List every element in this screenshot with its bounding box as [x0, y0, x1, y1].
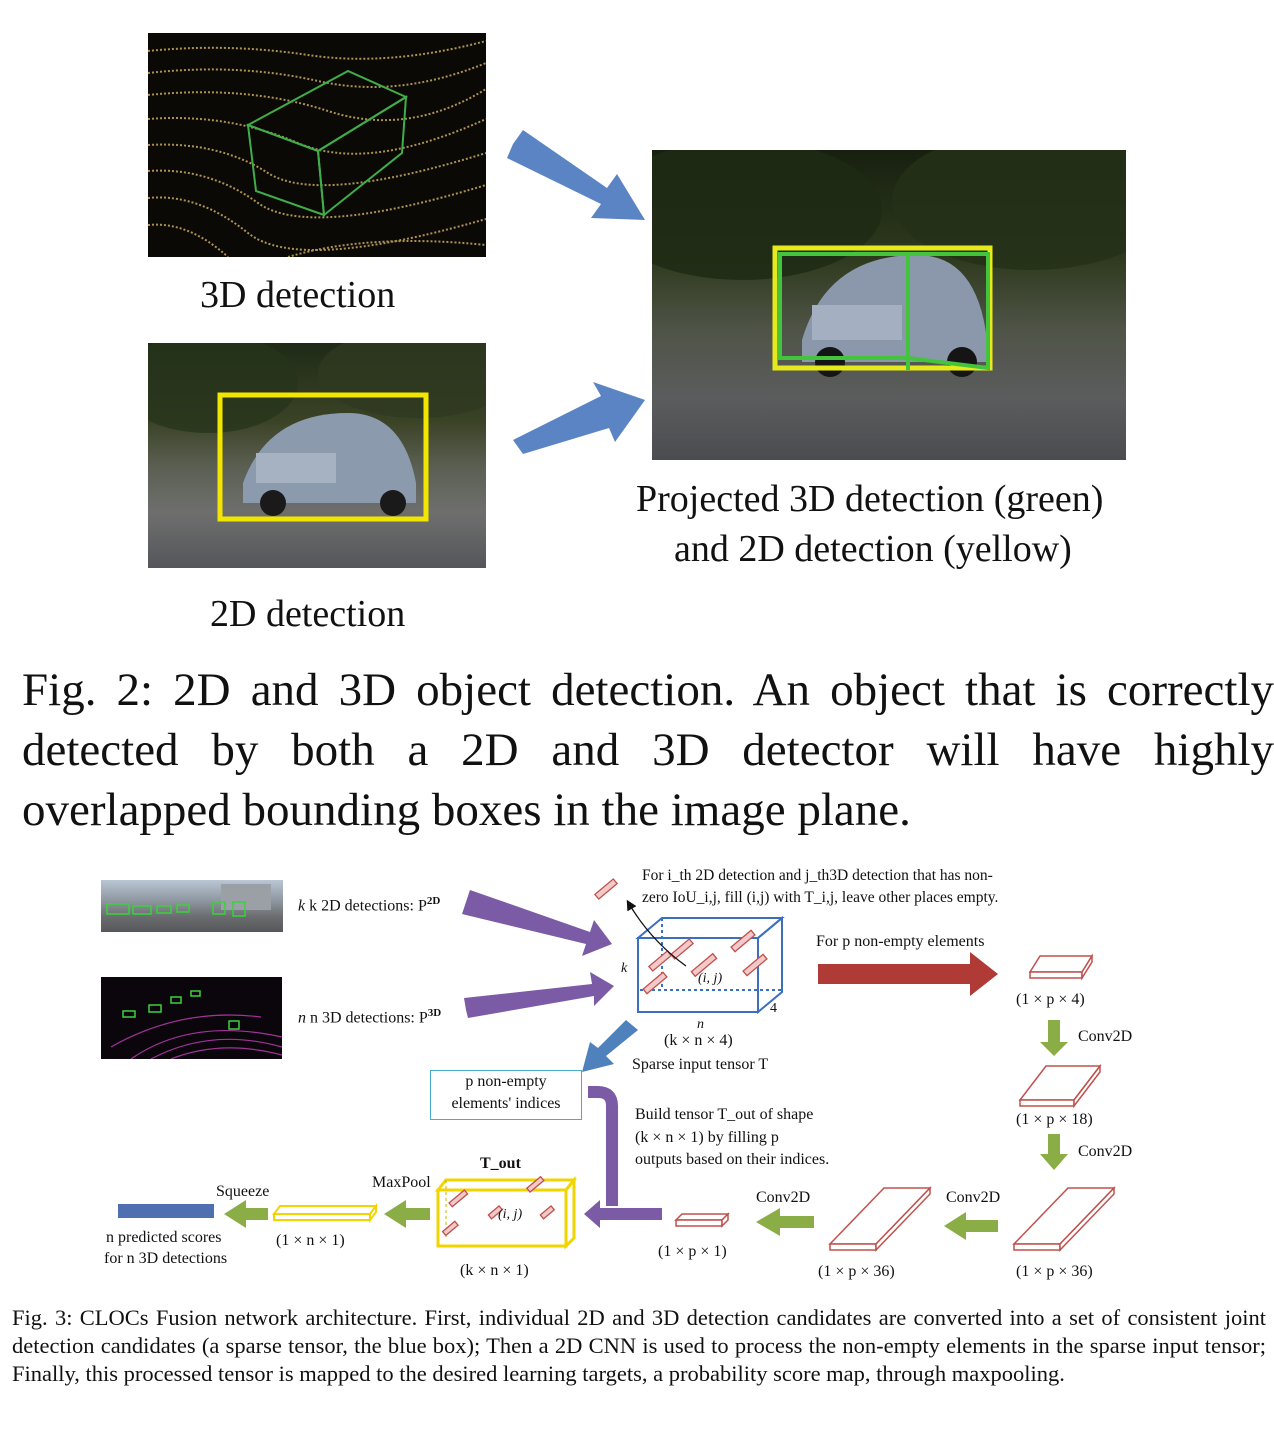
build-line2: (k × n × 1) by filling p — [635, 1129, 779, 1146]
note-line1: For i_th 2D detection and j_th3D detecti… — [642, 867, 993, 884]
scores-line2: for n 3D detections — [104, 1250, 228, 1267]
arrow-2d-purple — [462, 890, 612, 956]
shape-n1-label: (1 × n × 1) — [276, 1232, 345, 1249]
k-2d-detections-label: k k 2D detections: P2D — [298, 895, 441, 915]
indices-line1: p non-empty — [465, 1073, 547, 1090]
arrow-3d-to-projected — [507, 130, 645, 220]
tout-shape-label: (k × n × 1) — [460, 1262, 529, 1279]
arrow-green-down-1 — [1040, 1020, 1068, 1056]
tensor-p36-left — [828, 1186, 932, 1252]
arrow-green-left-2 — [756, 1208, 814, 1236]
ij-label: (i, j) — [698, 971, 723, 986]
tout-ij-label: (i, j) — [498, 1207, 523, 1222]
purple-index-path — [588, 1086, 618, 1206]
indices-line2: elements' indices — [451, 1095, 561, 1112]
arrow-green-left-4 — [224, 1200, 268, 1228]
fig2-arrows — [507, 130, 645, 454]
shape-p1-label: (1 × p × 1) — [658, 1243, 727, 1260]
shape-p18-label: (1 × p × 18) — [1016, 1111, 1093, 1128]
camera-thumbnail — [101, 880, 283, 932]
n-dim-label: n — [697, 1017, 704, 1032]
fig3-caption: Fig. 3: CLOCs Fusion network architectur… — [12, 1305, 1266, 1386]
tensor-tout — [434, 1175, 578, 1250]
arrow-green-left-3 — [384, 1200, 430, 1228]
n-3d-detections-label: n n 3D detections: P3D — [298, 1007, 442, 1027]
conv2d-4-label: Conv2D — [756, 1189, 811, 1206]
conv2d-2-label: Conv2D — [1078, 1143, 1133, 1160]
conv2d-1-label: Conv2D — [1078, 1028, 1133, 1045]
tensor-p1 — [674, 1212, 730, 1228]
tensor-n1 — [272, 1203, 378, 1223]
indices-box: p non-empty elements' indices — [430, 1070, 582, 1120]
sparse-shape-label: (k × n × 4) — [664, 1032, 733, 1049]
label-3d-detection: 3D detection — [200, 274, 396, 316]
squeeze-label: Squeeze — [216, 1183, 270, 1200]
label-projected-line2: and 2D detection (yellow) — [674, 528, 1072, 570]
predicted-scores-bar — [118, 1204, 214, 1218]
arrow-blue-down — [582, 1020, 638, 1072]
projected-detection-image — [652, 150, 1126, 460]
tout-label: T_out — [480, 1155, 521, 1172]
lidar-thumbnail — [101, 977, 282, 1059]
conv2d-3-label: Conv2D — [946, 1189, 1001, 1206]
sparse-name-label: Sparse input tensor T — [632, 1056, 769, 1073]
arrow-2d-to-projected — [513, 382, 645, 454]
tensor-p36-right — [1012, 1186, 1116, 1252]
build-line1: Build tensor T_out of shape — [635, 1106, 814, 1123]
fig3-diagram — [118, 878, 1116, 1252]
scores-line1: n predicted scores — [106, 1229, 222, 1246]
tensor-p4 — [1028, 953, 1094, 981]
label-projected-line1: Projected 3D detection (green) — [636, 478, 1104, 520]
shape-p36-left-label: (1 × p × 36) — [818, 1263, 895, 1280]
arrow-green-down-2 — [1040, 1134, 1068, 1170]
four-dim-label: 4 — [770, 1001, 777, 1016]
label-2d-detection: 2D detection — [210, 593, 406, 635]
arrow-green-left-1 — [944, 1212, 998, 1240]
k-dim-label: k — [621, 961, 628, 976]
build-line3: outputs based on their indices. — [635, 1151, 830, 1168]
maxpool-label: MaxPool — [372, 1174, 431, 1191]
shape-p4-label: (1 × p × 4) — [1016, 991, 1085, 1008]
lidar-3d-image — [148, 33, 486, 257]
fig2-caption: Fig. 2: 2D and 3D object detection. An o… — [22, 664, 1274, 836]
tensor-p18 — [1018, 1063, 1102, 1109]
arrow-3d-purple — [464, 972, 614, 1018]
camera-2d-image — [148, 343, 486, 568]
arrow-red-right — [818, 952, 998, 996]
shape-p36-right-label: (1 × p × 36) — [1016, 1263, 1093, 1280]
for-p-label: For p non-empty elements — [816, 933, 985, 950]
note-line2: zero IoU_i,j, fill (i,j) with T_i,j, lea… — [642, 889, 999, 906]
